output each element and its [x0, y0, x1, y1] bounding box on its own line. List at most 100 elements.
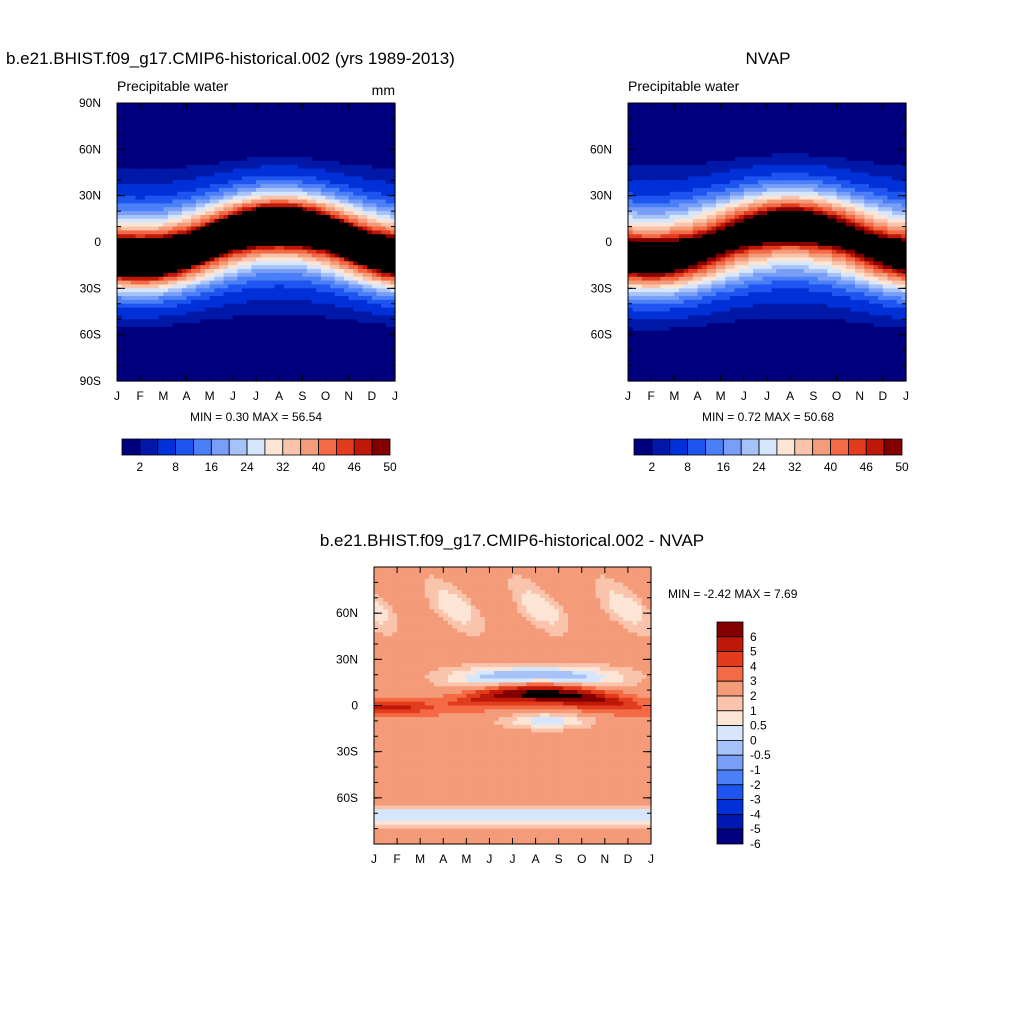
- heatmap-cell: [302, 299, 308, 305]
- heatmap-cell: [167, 323, 174, 328]
- heatmap-cell: [228, 160, 234, 166]
- heatmap-cell: [344, 133, 350, 139]
- heatmap-cell: [186, 334, 192, 340]
- heatmap-cell: [302, 276, 308, 282]
- heatmap-cell: [130, 137, 137, 143]
- heatmap-cell: [353, 214, 359, 220]
- heatmap-cell: [149, 234, 155, 239]
- heatmap-cell: [205, 180, 211, 185]
- heatmap-cell: [293, 296, 299, 301]
- heatmap-cell: [117, 118, 123, 123]
- heatmap-cell: [385, 176, 391, 181]
- heatmap-cell: [205, 288, 211, 293]
- heatmap-cell: [371, 118, 378, 123]
- heatmap-cell: [186, 261, 192, 266]
- heatmap-cell: [163, 145, 169, 150]
- heatmap-cell: [381, 292, 387, 297]
- heatmap-cell: [218, 168, 225, 174]
- heatmap-cell: [367, 211, 373, 216]
- heatmap-cell: [293, 346, 299, 351]
- panel2-title: NVAP: [745, 49, 790, 68]
- heatmap-cell: [163, 330, 169, 336]
- heatmap-cell: [246, 176, 252, 181]
- heatmap-cell: [293, 303, 299, 309]
- heatmap-cell: [177, 257, 183, 262]
- heatmap-cell: [822, 130, 828, 135]
- heatmap-cell: [237, 103, 243, 108]
- heatmap-cell: [283, 346, 290, 351]
- heatmap-cell: [339, 330, 345, 336]
- heatmap-cell: [362, 280, 368, 286]
- heatmap-cell: [130, 184, 137, 189]
- heatmap-cell: [251, 326, 257, 332]
- heatmap-cell: [246, 284, 252, 289]
- heatmap-cell: [158, 230, 164, 235]
- heatmap-cell: [353, 284, 359, 289]
- heatmap-cell: [376, 172, 382, 177]
- heatmap-cell: [330, 242, 336, 247]
- heatmap-cell: [334, 261, 340, 266]
- heatmap-cell: [246, 338, 252, 343]
- heatmap-cell: [242, 172, 248, 177]
- heatmap-cell: [256, 214, 262, 220]
- heatmap-cell: [683, 126, 689, 131]
- heatmap-cell: [191, 288, 197, 293]
- heatmap-cell: [117, 369, 123, 374]
- heatmap-cell: [357, 253, 364, 259]
- heatmap-cell: [126, 214, 132, 220]
- heatmap-cell: [140, 176, 146, 181]
- heatmap-cell: [195, 245, 201, 251]
- heatmap-cell: [334, 199, 340, 204]
- heatmap-cell: [367, 299, 373, 305]
- heatmap-cell: [302, 226, 308, 232]
- heatmap-cell: [720, 103, 726, 108]
- heatmap-cell: [223, 276, 229, 282]
- heatmap-cell: [711, 133, 717, 139]
- heatmap-cell: [385, 133, 391, 139]
- heatmap-cell: [218, 203, 225, 208]
- heatmap-cell: [256, 218, 262, 224]
- heatmap-cell: [357, 211, 364, 216]
- heatmap-cell: [311, 315, 317, 320]
- heatmap-cell: [144, 357, 151, 363]
- heatmap-cell: [274, 199, 280, 204]
- heatmap-cell: [135, 257, 141, 262]
- heatmap-cell: [130, 365, 137, 371]
- heatmap-cell: [306, 353, 313, 359]
- heatmap-cell: [780, 122, 787, 127]
- heatmap-cell: [265, 145, 271, 150]
- heatmap-cell: [228, 199, 234, 204]
- heatmap-cell: [214, 176, 220, 181]
- heatmap-cell: [172, 288, 178, 293]
- heatmap-cell: [135, 106, 141, 112]
- heatmap-cell: [167, 180, 174, 185]
- heatmap-cell: [665, 137, 671, 143]
- heatmap-cell: [316, 311, 322, 316]
- heatmap-cell: [154, 296, 160, 301]
- heatmap-cell: [283, 157, 290, 162]
- heatmap-cell: [850, 103, 856, 108]
- heatmap-cell: [200, 153, 206, 158]
- heatmap-cell: [154, 141, 160, 147]
- heatmap-cell: [135, 214, 141, 220]
- heatmap-cell: [376, 284, 382, 289]
- heatmap-cell: [149, 253, 155, 259]
- heatmap-cell: [334, 149, 340, 154]
- heatmap-cell: [344, 334, 350, 340]
- heatmap-cell: [260, 307, 266, 313]
- heatmap-cell: [334, 338, 340, 343]
- heatmap-cell: [334, 276, 340, 282]
- heatmap-cell: [279, 118, 285, 123]
- heatmap-cell: [269, 357, 276, 363]
- heatmap-cell: [306, 218, 313, 224]
- heatmap-cell: [130, 103, 137, 108]
- heatmap-cell: [371, 269, 378, 274]
- heatmap-cell: [381, 191, 387, 197]
- heatmap-cell: [743, 114, 750, 120]
- heatmap-cell: [293, 369, 299, 374]
- heatmap-cell: [158, 199, 164, 204]
- heatmap-cell: [121, 350, 127, 355]
- heatmap-cell: [316, 130, 322, 135]
- heatmap-cell: [316, 377, 322, 382]
- heatmap-cell: [223, 292, 229, 297]
